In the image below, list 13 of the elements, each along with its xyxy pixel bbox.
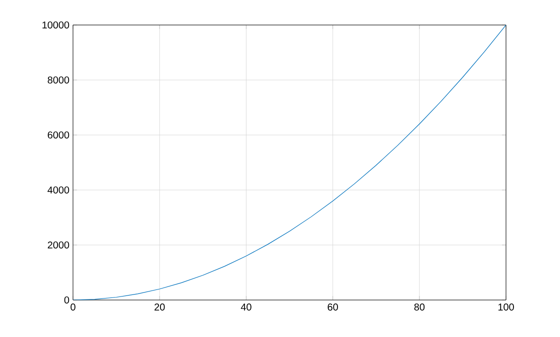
x-tick-label: 0 (70, 304, 76, 311)
x-tick-label: 100 (498, 304, 514, 311)
y-tick-label: 10000 (42, 21, 70, 29)
y-tick-label: 0 (64, 296, 70, 304)
x-tick-label: 80 (414, 304, 425, 311)
line-series (73, 24, 506, 300)
y-tick-label: 6000 (48, 131, 70, 139)
y-tick-label: 8000 (48, 76, 70, 84)
y-tick-label: 2000 (48, 241, 70, 249)
x-tick-label: 20 (154, 304, 165, 311)
x-tick-label: 60 (328, 304, 338, 311)
y-tick-label: 4000 (48, 186, 70, 194)
x-tick-label: 40 (240, 304, 252, 311)
